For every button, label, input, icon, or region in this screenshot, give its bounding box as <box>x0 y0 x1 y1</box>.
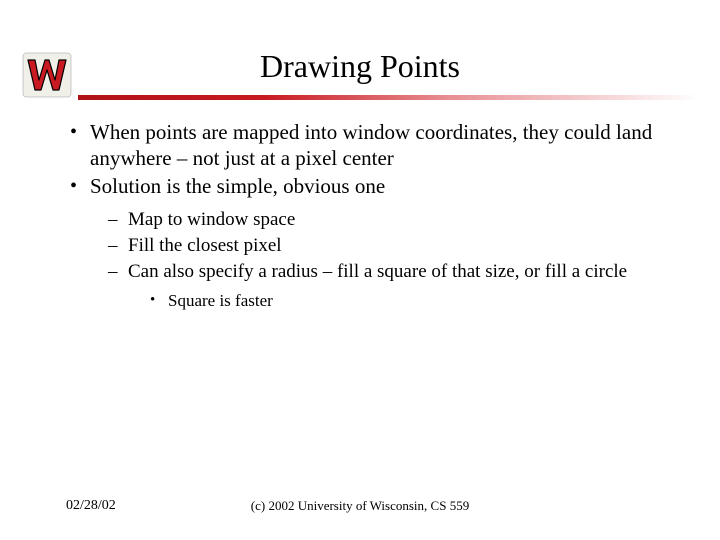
sub-bullet-list: Map to window space Fill the closest pix… <box>108 208 680 312</box>
subsub-bullet-list: Square is faster <box>150 291 680 312</box>
bullet-list: When points are mapped into window coord… <box>66 120 680 312</box>
title-divider <box>78 95 700 100</box>
slide-title: Drawing Points <box>0 48 720 85</box>
sub-bullet-item: Map to window space <box>108 208 680 231</box>
sub-bullet-text: Can also specify a radius – fill a squar… <box>128 261 627 282</box>
bullet-item: Solution is the simple, obvious one Map … <box>66 174 680 312</box>
subsub-bullet-item: Square is faster <box>150 291 680 312</box>
slide: Drawing Points When points are mapped in… <box>0 0 720 540</box>
sub-bullet-item: Fill the closest pixel <box>108 234 680 257</box>
bullet-text: Solution is the simple, obvious one <box>90 174 385 198</box>
content-area: When points are mapped into window coord… <box>0 100 720 312</box>
footer-copyright: (c) 2002 University of Wisconsin, CS 559 <box>0 498 720 514</box>
wisconsin-logo <box>22 52 72 98</box>
header: Drawing Points <box>0 0 720 100</box>
bullet-item: When points are mapped into window coord… <box>66 120 680 171</box>
sub-bullet-item: Can also specify a radius – fill a squar… <box>108 260 680 312</box>
